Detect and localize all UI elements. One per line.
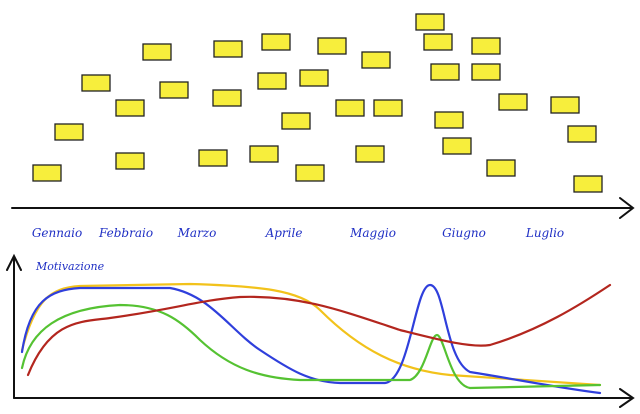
sticky-note — [32, 164, 62, 182]
curve-red — [26, 283, 612, 377]
month-label: Luglio — [525, 226, 564, 240]
sticky-note — [317, 37, 347, 55]
sticky-note — [81, 74, 111, 92]
sticky-note — [430, 63, 460, 81]
sticky-note — [471, 63, 501, 81]
y-axis-label: Motivazione — [35, 260, 105, 273]
sticky-note — [115, 152, 145, 170]
sticky-note — [373, 99, 403, 117]
sticky-note — [299, 69, 329, 87]
sticky-note — [486, 159, 516, 177]
sticky-note — [423, 33, 453, 51]
sticky-note — [415, 13, 445, 31]
sticky-note — [257, 72, 287, 90]
y-axis — [6, 253, 22, 399]
x-axis — [13, 388, 635, 408]
month-label: Giugno — [442, 226, 486, 240]
sticky-note — [567, 125, 597, 143]
month-label: Maggio — [349, 226, 396, 240]
month-label: Marzo — [177, 226, 217, 240]
sticky-note — [434, 111, 464, 129]
sticky-note — [361, 51, 391, 69]
month-label: Aprile — [265, 226, 303, 240]
month-label: Gennaio — [32, 226, 82, 240]
sticky-note — [261, 33, 291, 51]
sticky-note — [213, 40, 243, 58]
sticky-note — [212, 89, 242, 107]
month-labels: Gennaio Febbraio Marzo Aprile Maggio Giugno Lu… — [32, 226, 564, 240]
curve-green — [20, 303, 602, 390]
sticky-note — [115, 99, 145, 117]
sticky-note — [159, 81, 189, 99]
timeline-axis — [11, 197, 635, 219]
sticky-note — [471, 37, 501, 55]
month-label: Febbraio — [98, 226, 153, 240]
curve-yellow — [20, 282, 602, 387]
sticky-note — [335, 99, 365, 117]
sticky-note — [550, 96, 580, 114]
sticky-note — [281, 112, 311, 130]
sticky-note — [198, 149, 228, 167]
sticky-note — [249, 145, 279, 163]
sticky-note — [573, 175, 603, 193]
sticky-note — [498, 93, 528, 111]
sticky-notes — [32, 13, 603, 193]
sticky-note — [442, 137, 472, 155]
sticky-note — [142, 43, 172, 61]
curve-blue — [20, 283, 602, 395]
sticky-note — [355, 145, 385, 163]
sticky-note — [54, 123, 84, 141]
sticky-note — [295, 164, 325, 182]
